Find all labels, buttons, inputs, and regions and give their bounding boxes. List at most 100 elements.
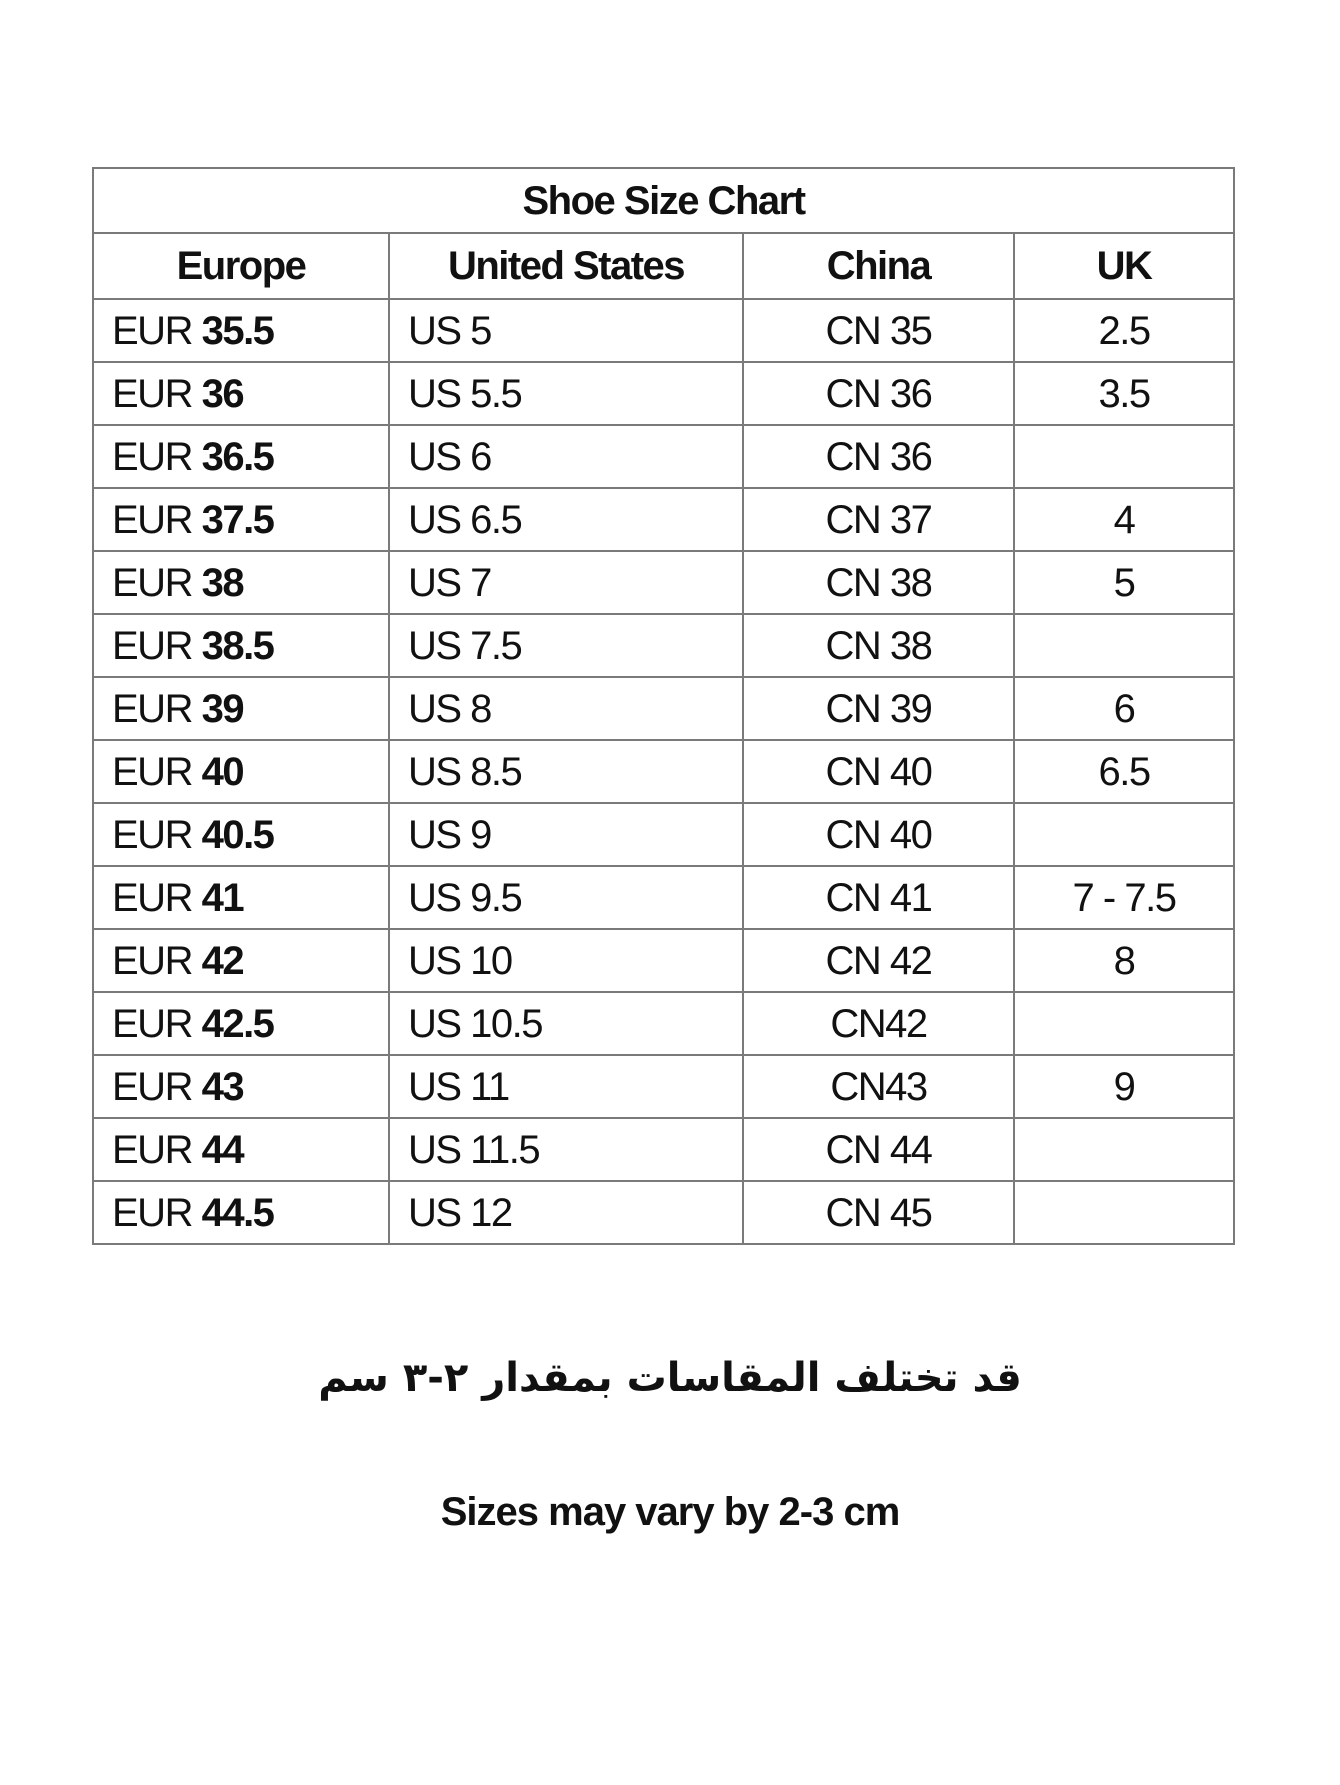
- cell-us: US 10: [388, 928, 744, 993]
- table-row: EUR 40 US 8.5 CN 40 6.5: [92, 739, 1236, 804]
- cell-us: US 12: [388, 1180, 744, 1245]
- table-row: EUR 37.5 US 6.5 CN 37 4: [92, 487, 1236, 552]
- cell-china: CN 42: [742, 928, 1015, 993]
- note-english: Sizes may vary by 2-3 cm: [440, 1490, 901, 1534]
- eu-prefix: EUR: [112, 371, 193, 416]
- cell-uk: [1012, 991, 1236, 1056]
- cell-europe: EUR 37.5: [92, 487, 390, 552]
- eu-size: 44.5: [201, 1190, 275, 1235]
- cell-us: US 7.5: [388, 613, 744, 678]
- cell-europe: EUR 40: [92, 739, 390, 804]
- cell-china: CN 36: [742, 424, 1015, 489]
- cell-europe: EUR 38.5: [92, 613, 390, 678]
- header-europe: Europe: [92, 232, 390, 300]
- cell-europe: EUR 43: [92, 1054, 390, 1119]
- cell-china: CN43: [742, 1054, 1015, 1119]
- cell-uk: 4: [1012, 487, 1236, 552]
- eu-prefix: EUR: [112, 623, 193, 668]
- eu-prefix: EUR: [112, 812, 193, 857]
- cell-europe: EUR 44: [92, 1117, 390, 1182]
- cell-europe: EUR 39: [92, 676, 390, 741]
- cell-us: US 11.5: [388, 1117, 744, 1182]
- cell-china: CN 44: [742, 1117, 1015, 1182]
- table-row: EUR 38 US 7 CN 38 5: [92, 550, 1236, 615]
- cell-europe: EUR 41: [92, 865, 390, 930]
- cell-europe: EUR 40.5: [92, 802, 390, 867]
- table-row: EUR 38.5 US 7.5 CN 38: [92, 613, 1236, 678]
- eu-prefix: EUR: [112, 497, 193, 542]
- cell-uk: 9: [1012, 1054, 1236, 1119]
- cell-europe: EUR 35.5: [92, 298, 390, 363]
- table-row: EUR 41 US 9.5 CN 41 7 - 7.5: [92, 865, 1236, 930]
- cell-uk: 2.5: [1012, 298, 1236, 363]
- note-arabic: قد تختلف المقاسات بمقدار ٢-٣ سم: [318, 1355, 1022, 1401]
- eu-prefix: EUR: [112, 749, 193, 794]
- table-row: EUR 43 US 11 CN43 9: [92, 1054, 1236, 1119]
- table-row: EUR 35.5 US 5 CN 35 2.5: [92, 298, 1236, 363]
- eu-prefix: EUR: [112, 308, 193, 353]
- cell-uk: [1012, 1117, 1236, 1182]
- eu-prefix: EUR: [112, 938, 193, 983]
- table-row: EUR 44.5 US 12 CN 45: [92, 1180, 1236, 1245]
- table-row: EUR 36.5 US 6 CN 36: [92, 424, 1236, 489]
- header-united-states: United States: [388, 232, 744, 300]
- cell-uk: [1012, 613, 1236, 678]
- cell-uk: 6: [1012, 676, 1236, 741]
- cell-europe: EUR 36: [92, 361, 390, 426]
- cell-china: CN42: [742, 991, 1015, 1056]
- eu-size: 39: [201, 686, 245, 731]
- eu-prefix: EUR: [112, 1001, 193, 1046]
- cell-uk: [1012, 1180, 1236, 1245]
- cell-us: US 10.5: [388, 991, 744, 1056]
- cell-china: CN 40: [742, 802, 1015, 867]
- table-row: EUR 42 US 10 CN 42 8: [92, 928, 1236, 993]
- cell-us: US 6: [388, 424, 744, 489]
- table-row: EUR 42.5 US 10.5 CN42: [92, 991, 1236, 1056]
- eu-size: 35.5: [201, 308, 275, 353]
- cell-uk: 7 - 7.5: [1012, 865, 1236, 930]
- eu-prefix: EUR: [112, 560, 193, 605]
- cell-europe: EUR 42: [92, 928, 390, 993]
- cell-europe: EUR 36.5: [92, 424, 390, 489]
- cell-china: CN 37: [742, 487, 1015, 552]
- table-title: Shoe Size Chart: [91, 167, 1236, 234]
- eu-prefix: EUR: [112, 1064, 193, 1109]
- cell-uk: 5: [1012, 550, 1236, 615]
- table-row: EUR 36 US 5.5 CN 36 3.5: [92, 361, 1236, 426]
- cell-us: US 11: [388, 1054, 744, 1119]
- eu-size: 37.5: [201, 497, 275, 542]
- cell-us: US 9: [388, 802, 744, 867]
- eu-prefix: EUR: [112, 434, 193, 479]
- cell-uk: 6.5: [1012, 739, 1236, 804]
- cell-europe: EUR 42.5: [92, 991, 390, 1056]
- cell-us: US 7: [388, 550, 744, 615]
- cell-us: US 5: [388, 298, 744, 363]
- cell-us: US 8.5: [388, 739, 744, 804]
- cell-us: US 8: [388, 676, 744, 741]
- eu-prefix: EUR: [112, 1190, 193, 1235]
- cell-china: CN 45: [742, 1180, 1015, 1245]
- cell-china: CN 40: [742, 739, 1015, 804]
- eu-size: 38: [201, 560, 245, 605]
- cell-uk: 3.5: [1012, 361, 1236, 426]
- eu-size: 42.5: [201, 1001, 275, 1046]
- cell-europe: EUR 38: [92, 550, 390, 615]
- cell-uk: [1012, 802, 1236, 867]
- table-row: EUR 40.5 US 9 CN 40: [92, 802, 1236, 867]
- cell-china: CN 36: [742, 361, 1015, 426]
- cell-uk: [1012, 424, 1236, 489]
- table-row: EUR 44 US 11.5 CN 44: [92, 1117, 1236, 1182]
- cell-china: CN 38: [742, 613, 1015, 678]
- eu-prefix: EUR: [112, 686, 193, 731]
- eu-size: 44: [201, 1127, 245, 1172]
- header-china: China: [742, 232, 1015, 300]
- cell-us: US 5.5: [388, 361, 744, 426]
- eu-size: 36.5: [201, 434, 275, 479]
- cell-china: CN 41: [742, 865, 1015, 930]
- eu-size: 42: [201, 938, 245, 983]
- eu-prefix: EUR: [112, 1127, 193, 1172]
- shoe-size-table: Shoe Size Chart Europe United States Chi…: [91, 167, 1236, 1245]
- eu-size: 40: [201, 749, 245, 794]
- eu-size: 38.5: [201, 623, 275, 668]
- cell-china: CN 35: [742, 298, 1015, 363]
